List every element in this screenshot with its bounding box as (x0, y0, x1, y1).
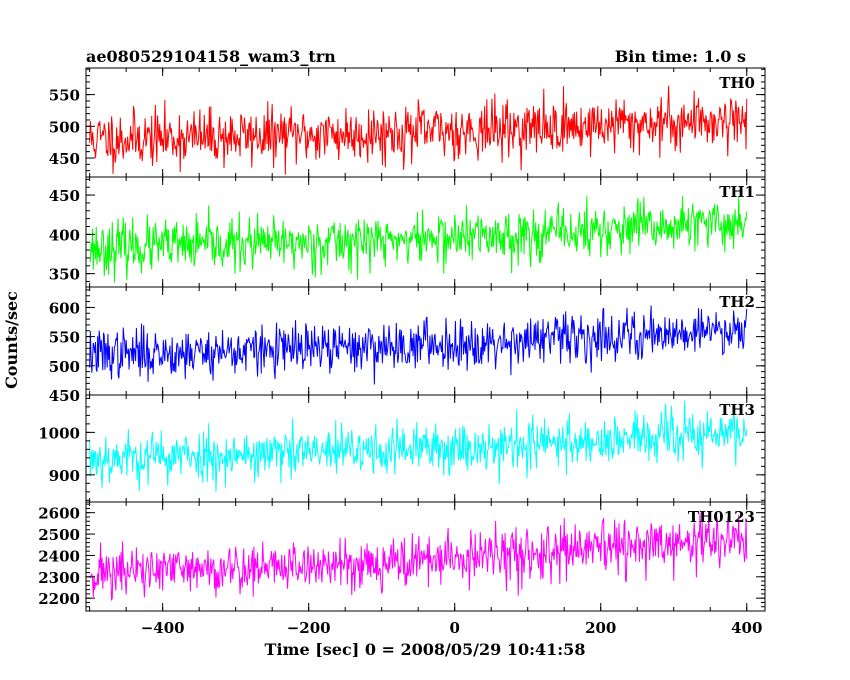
panel-th0123: 2200 2300 2400 2500 2600 TH0123 (38, 501, 766, 612)
series-th3 (89, 400, 748, 492)
y-tick-label: 450 (49, 150, 80, 168)
x-tick-label: −400 (141, 619, 185, 637)
bin-time-label: Bin time: 1.0 s (615, 47, 746, 66)
series-th1 (89, 195, 748, 283)
y-tick-label: 450 (49, 387, 80, 405)
panel-label: TH1 (719, 183, 755, 201)
y-tick-label: 450 (49, 187, 80, 205)
y-tick-label: 1000 (38, 424, 80, 442)
y-tick-label: 600 (49, 299, 80, 317)
panel-th2: 450 500 550 600 TH2 (49, 286, 766, 405)
y-tick-label: 2300 (38, 569, 80, 587)
panel-th1: 350 400 450 TH1 (49, 176, 766, 288)
panel-th0: 450 500 550 TH0 (49, 67, 766, 178)
chart-title: ae080529104158_wam3_trn (86, 47, 336, 66)
panel-label: TH3 (719, 401, 755, 419)
y-tick-label: 900 (49, 467, 80, 485)
panel-frame (85, 501, 766, 612)
x-tick-label: 200 (585, 619, 616, 637)
y-axis-label: Counts/sec (2, 291, 21, 389)
y-tick-label: 2200 (38, 590, 80, 608)
panel-label: TH0123 (688, 508, 755, 526)
y-tick-label: 2500 (38, 526, 80, 544)
y-tick-label: 2400 (38, 547, 80, 565)
x-axis: −400 −200 0 200 400 (141, 619, 763, 637)
y-tick-label: 550 (49, 87, 80, 105)
y-tick-label: 500 (49, 358, 80, 376)
panel-label: TH2 (719, 293, 755, 311)
y-tick-label: 2600 (38, 505, 80, 523)
series-th2 (89, 305, 748, 385)
panel-label: TH0 (719, 74, 755, 92)
x-tick-label: 0 (449, 619, 459, 637)
panels-group: 450 500 550 TH0 350 400 450 TH1 450 500 550 600 TH2 9… (38, 67, 766, 612)
series-th0 (89, 85, 748, 175)
x-tick-label: −200 (287, 619, 331, 637)
y-tick-label: 500 (49, 118, 80, 136)
y-tick-label: 400 (49, 226, 80, 244)
y-tick-label: 550 (49, 329, 80, 347)
x-tick-label: 400 (731, 619, 762, 637)
panel-th3: 900 1000 TH3 (38, 394, 766, 503)
x-axis-label: Time [sec] 0 = 2008/05/29 10:41:58 (265, 640, 586, 659)
series-th0123 (89, 511, 748, 602)
y-tick-label: 350 (49, 266, 80, 284)
